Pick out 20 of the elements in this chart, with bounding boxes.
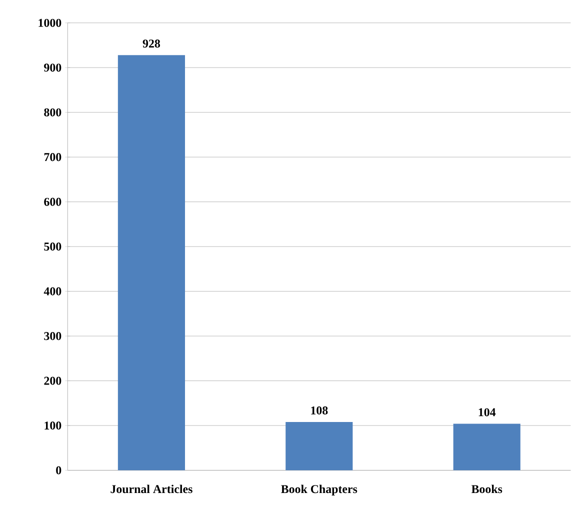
y-tick-label: 700 bbox=[44, 153, 62, 162]
y-tick-label: 200 bbox=[44, 376, 62, 385]
y-tick-label: 100 bbox=[44, 422, 62, 430]
y-tick-label: 0 bbox=[56, 466, 62, 474]
x-tick-label: Books bbox=[471, 484, 502, 494]
bar bbox=[118, 55, 185, 470]
y-tick-label: 600 bbox=[44, 198, 62, 206]
y-tick-label: 1000 bbox=[38, 18, 62, 27]
x-tick-label: Journal Articles bbox=[110, 484, 192, 494]
data-label: 108 bbox=[311, 406, 328, 415]
bar bbox=[286, 422, 353, 470]
x-tick-label: Book Chapters bbox=[281, 484, 358, 496]
data-label: 104 bbox=[478, 408, 496, 416]
y-tick-label: 400 bbox=[44, 287, 62, 296]
bar bbox=[453, 424, 520, 470]
y-tick-label: 500 bbox=[44, 242, 62, 251]
y-tick-label: 300 bbox=[44, 332, 62, 340]
y-tick-label: 800 bbox=[44, 108, 62, 116]
data-label: 928 bbox=[142, 40, 160, 48]
y-tick-label: 900 bbox=[44, 64, 62, 72]
